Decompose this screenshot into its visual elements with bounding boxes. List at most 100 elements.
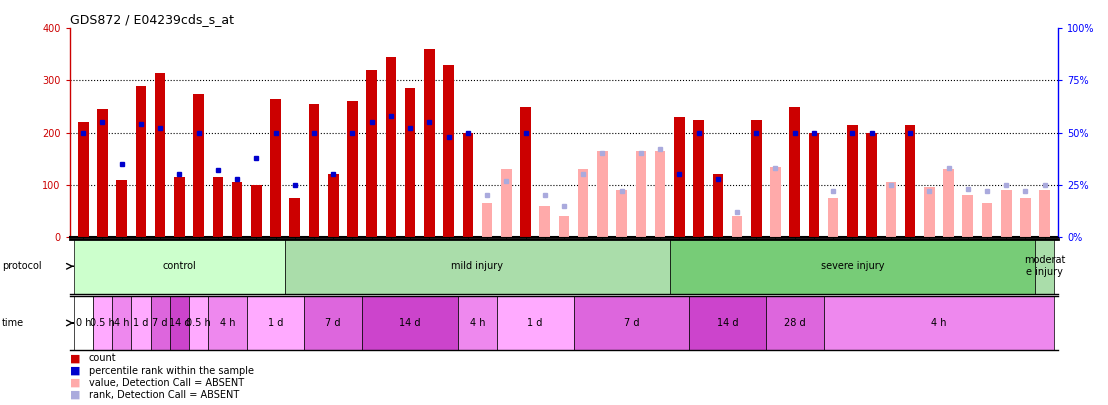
- Bar: [424, 49, 434, 237]
- Text: 7 d: 7 d: [624, 318, 639, 328]
- Bar: [943, 169, 954, 237]
- Bar: [521, 107, 531, 237]
- Text: GDS872 / E04239cds_s_at: GDS872 / E04239cds_s_at: [70, 13, 234, 26]
- Text: value, Detection Call = ABSENT: value, Detection Call = ABSENT: [89, 378, 244, 388]
- Text: 0.5 h: 0.5 h: [90, 318, 115, 328]
- Bar: [132, 296, 151, 350]
- Text: ■: ■: [70, 390, 80, 400]
- Bar: [270, 99, 280, 237]
- Bar: [328, 175, 339, 237]
- Bar: [362, 296, 459, 350]
- Bar: [459, 296, 496, 350]
- Bar: [1035, 239, 1055, 294]
- Text: 4 h: 4 h: [114, 318, 130, 328]
- Bar: [924, 188, 934, 237]
- Bar: [305, 296, 362, 350]
- Bar: [655, 151, 666, 237]
- Bar: [789, 107, 800, 237]
- Bar: [866, 133, 876, 237]
- Bar: [766, 296, 823, 350]
- Text: control: control: [163, 261, 196, 271]
- Bar: [252, 185, 261, 237]
- Text: 14 d: 14 d: [399, 318, 421, 328]
- Bar: [232, 182, 243, 237]
- Bar: [98, 109, 107, 237]
- Text: ■: ■: [70, 354, 80, 363]
- Bar: [823, 296, 1055, 350]
- Bar: [1001, 190, 1012, 237]
- Bar: [770, 166, 781, 237]
- Text: mild injury: mild injury: [451, 261, 503, 271]
- Text: 0.5 h: 0.5 h: [186, 318, 211, 328]
- Bar: [558, 216, 570, 237]
- Bar: [731, 216, 742, 237]
- Bar: [135, 86, 146, 237]
- Bar: [367, 70, 377, 237]
- Bar: [151, 296, 170, 350]
- Bar: [73, 239, 285, 294]
- Text: 7 d: 7 d: [326, 318, 341, 328]
- Bar: [155, 72, 165, 237]
- Text: 28 d: 28 d: [783, 318, 806, 328]
- Text: 1 d: 1 d: [268, 318, 284, 328]
- Bar: [116, 179, 127, 237]
- Bar: [712, 175, 724, 237]
- Bar: [347, 101, 358, 237]
- Bar: [1039, 190, 1050, 237]
- Text: 0 h: 0 h: [75, 318, 91, 328]
- Bar: [1020, 198, 1030, 237]
- Bar: [112, 296, 132, 350]
- Text: 1 d: 1 d: [133, 318, 148, 328]
- Text: count: count: [89, 354, 116, 363]
- Text: percentile rank within the sample: percentile rank within the sample: [89, 366, 254, 375]
- Bar: [885, 182, 896, 237]
- Bar: [213, 177, 223, 237]
- Bar: [636, 151, 646, 237]
- Text: 14 d: 14 d: [717, 318, 738, 328]
- Bar: [574, 296, 689, 350]
- Bar: [289, 198, 300, 237]
- Bar: [963, 195, 973, 237]
- Bar: [443, 65, 454, 237]
- Bar: [616, 190, 627, 237]
- Text: ■: ■: [70, 378, 80, 388]
- Bar: [93, 296, 112, 350]
- Bar: [689, 296, 766, 350]
- Bar: [674, 117, 685, 237]
- Bar: [578, 169, 588, 237]
- Bar: [905, 125, 915, 237]
- Bar: [694, 119, 704, 237]
- Bar: [828, 198, 839, 237]
- Bar: [848, 125, 858, 237]
- Bar: [462, 133, 473, 237]
- Bar: [309, 104, 319, 237]
- Text: severe injury: severe injury: [821, 261, 884, 271]
- Bar: [982, 203, 993, 237]
- Bar: [809, 133, 819, 237]
- Bar: [174, 177, 185, 237]
- Text: ■: ■: [70, 366, 80, 375]
- Bar: [193, 94, 204, 237]
- Bar: [78, 122, 89, 237]
- Text: rank, Detection Call = ABSENT: rank, Detection Call = ABSENT: [89, 390, 239, 400]
- Bar: [70, 237, 1058, 405]
- Text: 7 d: 7 d: [153, 318, 168, 328]
- Bar: [501, 169, 512, 237]
- Bar: [285, 239, 669, 294]
- Bar: [170, 296, 189, 350]
- Bar: [482, 203, 492, 237]
- Text: 4 h: 4 h: [470, 318, 485, 328]
- Text: moderat
e injury: moderat e injury: [1024, 256, 1066, 277]
- Bar: [597, 151, 607, 237]
- Bar: [540, 206, 550, 237]
- Bar: [189, 296, 208, 350]
- Text: 14 d: 14 d: [168, 318, 191, 328]
- Bar: [404, 88, 416, 237]
- Bar: [386, 57, 397, 237]
- Bar: [208, 296, 247, 350]
- Bar: [247, 296, 305, 350]
- Text: protocol: protocol: [2, 261, 42, 271]
- Text: 4 h: 4 h: [931, 318, 946, 328]
- Text: 1 d: 1 d: [527, 318, 543, 328]
- Bar: [496, 296, 574, 350]
